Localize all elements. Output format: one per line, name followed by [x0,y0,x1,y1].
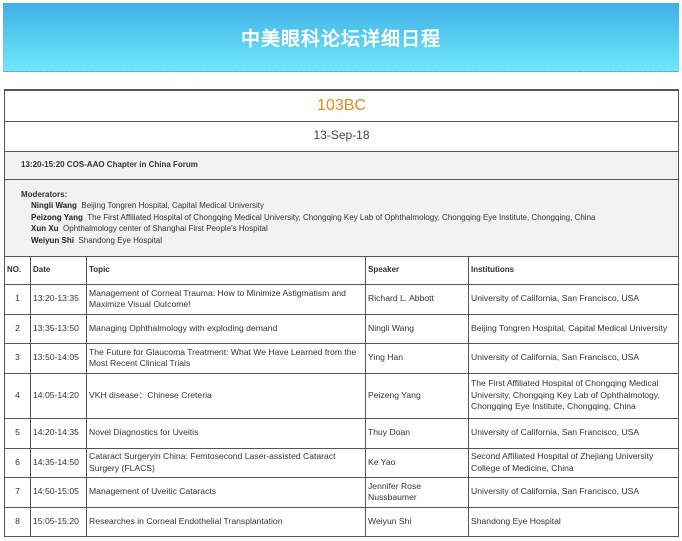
row-time: 14:35-14:50 [30,447,87,478]
row-time: 13:50-14:05 [30,342,87,374]
row-number: 3 [4,342,31,374]
row-institution: Shandong Eye Hospital [467,506,680,537]
row-institution: University of California, San Francisco,… [467,342,680,374]
row-topic: Cataract Surgeryin China: Femtosecond La… [86,447,366,478]
row-institution: University of California, San Francisco,… [467,417,680,449]
table-header: NO. Date Topic Speaker Institutions [4,255,680,285]
row-number: 5 [4,417,31,449]
schedule-date: 13-Sep-18 [3,120,680,152]
table-row: 4 14:05-14:20 VKH disease：Chinese Creteria… [4,372,680,419]
moderator: Peizong Yang The First Affiliated Hospit… [31,212,596,222]
row-speaker: Peizeng Yang [365,372,469,419]
moderator: Ningli Wang Beijing Tongren Hospital, Ca… [31,201,264,211]
col-header-no: NO. [4,255,31,285]
row-number: 1 [4,283,31,315]
row-time: 13:20-13:35 [30,283,87,315]
row-topic: Researches in Corneal Endothelial Transp… [86,506,366,537]
row-topic: The Future for Glaucoma Treatment: What … [86,342,366,374]
row-topic: Managing Ophthalmology with exploding de… [86,313,366,344]
row-time: 14:20-14:35 [30,417,87,449]
moderator: Weiyun Shi Shandong Eye Hospital [31,235,163,245]
page-title: 中美眼科论坛详细日程 [240,27,441,50]
row-speaker: Ke Yao [365,447,469,478]
row-time: 13:35-13:50 [30,313,87,344]
row-time: 14:05-14:20 [30,372,87,419]
row-topic: Management of Uveitic Cataracts [86,476,366,508]
table-row: 6 14:35-14:50 Cataract Surgeryin China: Fe… [4,447,680,478]
table-row: 1 13:20-13:35 Management of Corneal Trauma… [4,283,680,315]
row-time: 14:50-15:05 [30,476,87,508]
table-row: 2 13:35-13:50 Managing Ophthalmology with … [4,313,680,344]
row-topic: Novel Diagnostics for Uveitis [86,417,366,449]
row-speaker: Richard L. Abbott [365,283,469,315]
row-number: 2 [4,313,31,344]
row-speaker: Weiyun Shi [365,506,469,537]
col-header-date: Date [30,255,87,285]
moderator: Xun Xu Ophthalmology center of Shanghai … [31,224,268,234]
row-institution: Second Affiliated Hospital of Zhejiang U… [467,447,680,478]
table-row: 3 13:50-14:05 The Future for Glaucoma Trea… [4,342,680,374]
col-header-institutions: Institutions [467,255,680,285]
row-number: 8 [4,506,31,537]
table-row: 5 14:20-14:35 Novel Diagnostics for Uveiti… [4,417,680,449]
moderators-section: Moderators: Ningli Wang Beijing Tongren … [3,178,680,257]
row-topic: VKH disease：Chinese Creteria [86,372,366,419]
row-speaker: Jennifer Rose Nussbaumer [365,476,469,508]
table-row: 7 14:50-15:05 Management of Uveitic Catara… [4,476,680,508]
page-banner: 中美眼科论坛详细日程 [3,3,679,72]
schedule-table: 103BC 13-Sep-18 13:20-15:20 COS-AAO Chap… [3,89,680,537]
session-title: 13:20-15:20 COS-AAO Chapter in China For… [3,150,680,180]
row-number: 6 [4,447,31,478]
row-speaker: Thuy Doan [365,417,469,449]
row-institution: University of California, San Francisco,… [467,476,680,508]
row-institution: The First Affiliated Hospital of Chongqi… [467,372,680,419]
col-header-topic: Topic [86,255,366,285]
room-name: 103BC [3,89,680,122]
row-time: 15:05-15:20 [30,506,87,537]
row-number: 7 [4,476,31,508]
row-speaker: Ningli Wang [365,313,469,344]
row-speaker: Ying Han [365,342,469,374]
row-institution: University of California, San Francisco,… [467,283,680,315]
row-topic: Management of Corneal Trauma: How to Min… [86,283,366,315]
row-number: 4 [4,372,31,419]
row-institution: Beijing Tongren Hospital, Capital Medica… [467,313,680,344]
moderators-label: Moderators: [21,189,68,199]
table-row: 8 15:05-15:20 Researches in Corneal Endoth… [4,506,680,537]
col-header-speaker: Speaker [365,255,469,285]
